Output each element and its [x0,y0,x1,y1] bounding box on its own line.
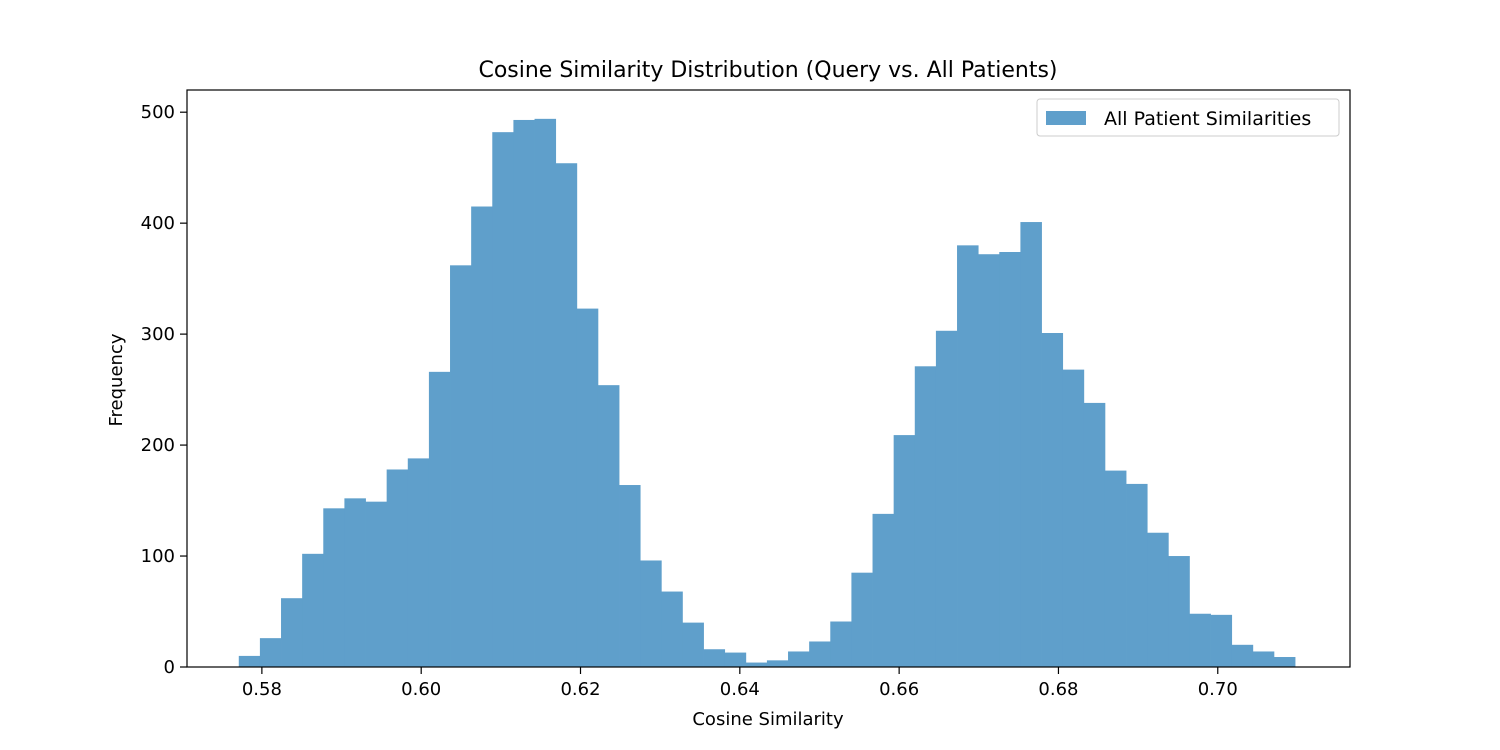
histogram-bar [640,560,662,667]
histogram-bar [259,638,282,667]
histogram-bar [619,485,641,667]
histogram-bar [1210,614,1233,667]
y-tick-label: 500 [141,102,175,123]
histogram-bar [555,163,578,667]
histogram-bar [724,652,747,667]
histogram-bar [766,660,789,667]
histogram-bar [471,206,493,667]
histogram-bar [534,118,557,668]
histogram-bar [703,649,726,667]
histogram-bar [238,655,261,667]
y-tick-label: 200 [141,435,175,456]
x-tick-label: 0.60 [401,679,441,700]
x-tick-label: 0.62 [560,679,600,700]
bars-group [238,118,1296,668]
histogram-bar [1231,644,1254,667]
histogram-bar [1020,222,1042,667]
histogram-bar [323,508,345,667]
histogram-bar [745,662,768,667]
histogram-bar [1062,369,1085,667]
x-tick-label: 0.58 [242,679,282,700]
x-axis-label: Cosine Similarity [692,709,844,730]
histogram-bar [788,651,810,667]
chart-title: Cosine Similarity Distribution (Query vs… [478,58,1057,83]
histogram-bar [365,501,388,667]
plot-frame [186,89,1351,668]
histogram-bar [492,132,514,667]
histogram-bar [1126,483,1148,667]
histogram-bar [450,265,472,667]
histogram-bar [302,553,324,667]
histogram-bar [281,598,303,667]
x-tick-label: 0.66 [879,679,919,700]
legend: All Patient Similarities [1036,98,1340,137]
histogram-bar [1252,651,1275,667]
histogram-bar [682,622,704,667]
histogram-bar [830,621,852,667]
histogram-bar [576,308,599,667]
histogram-bar [1168,556,1190,667]
y-axis: 0 100 200 300 400 500 [141,102,187,678]
histogram-bar [999,252,1021,667]
histogram-bar [1189,613,1211,667]
histogram-bar [597,385,620,667]
histogram-bar [513,119,535,668]
histogram-bar [872,513,895,667]
y-tick-label: 100 [141,546,175,567]
x-tick-label: 0.64 [720,679,760,700]
y-axis-label: Frequency [106,333,127,426]
histogram-bar [1147,532,1169,667]
histogram-bar [428,371,451,667]
histogram-bar [935,330,958,667]
x-axis: 0.58 0.60 0.62 0.64 0.66 0.68 0.70 [242,667,1238,700]
histogram-bar [978,254,1000,667]
histogram-bar [893,435,916,667]
histogram-bar [344,498,366,667]
histogram-bar [386,469,409,667]
histogram-bar [957,245,979,667]
x-tick-label: 0.70 [1198,679,1238,700]
histogram-bar [1041,333,1064,667]
legend-swatch [1046,111,1086,125]
y-tick-label: 400 [141,213,175,234]
y-tick-label: 0 [164,657,175,678]
histogram-bar [809,641,831,667]
histogram-bar [1104,470,1127,667]
histogram-bar [1083,402,1106,667]
histogram-bar [1273,657,1296,667]
histogram-bar [407,458,430,667]
histogram-bar [851,572,873,667]
histogram-bar [661,591,683,667]
histogram-bar [914,366,937,667]
legend-label: All Patient Similarities [1104,108,1311,130]
legend-box [1036,98,1340,137]
x-tick-label: 0.68 [1038,679,1078,700]
y-tick-label: 300 [141,324,175,345]
